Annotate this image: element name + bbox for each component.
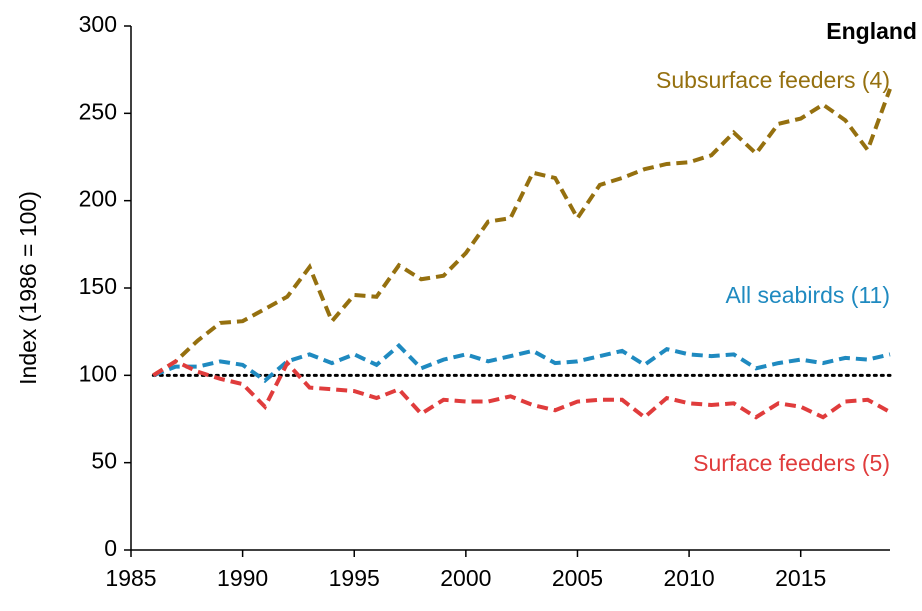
x-tick-label: 2015 bbox=[775, 565, 826, 591]
series-line bbox=[152, 88, 892, 378]
y-tick-label: 100 bbox=[79, 360, 117, 386]
y-tick-label: 0 bbox=[104, 535, 117, 561]
series-label: All seabirds (11) bbox=[726, 282, 890, 308]
x-tick-label: 1995 bbox=[329, 565, 380, 591]
y-tick-label: 300 bbox=[79, 11, 117, 37]
x-tick-label: 2005 bbox=[552, 565, 603, 591]
series-line bbox=[152, 359, 891, 420]
y-tick-label: 50 bbox=[91, 448, 117, 474]
y-tick-label: 200 bbox=[79, 186, 117, 212]
y-tick-label: 250 bbox=[79, 98, 117, 124]
chart-title: England bbox=[826, 18, 917, 44]
x-tick-label: 1985 bbox=[105, 565, 156, 591]
x-tick-label: 2000 bbox=[440, 565, 491, 591]
series-label: Subsurface feeders (4) bbox=[656, 67, 890, 93]
y-tick-label: 150 bbox=[79, 273, 117, 299]
series-line bbox=[152, 342, 891, 384]
series-label: Surface feeders (5) bbox=[693, 450, 890, 476]
y-axis-label: Index (1986 = 100) bbox=[15, 191, 41, 385]
x-tick-label: 2010 bbox=[664, 565, 715, 591]
x-tick-label: 1990 bbox=[217, 565, 268, 591]
